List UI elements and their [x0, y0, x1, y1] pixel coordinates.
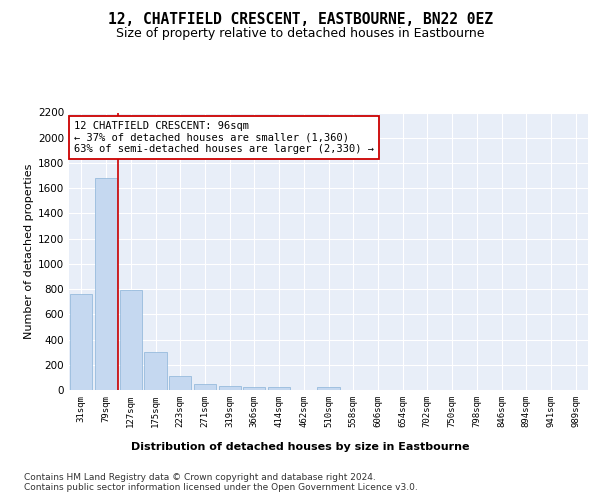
Bar — [119, 290, 142, 390]
Bar — [218, 386, 241, 390]
Bar — [268, 387, 290, 390]
Text: 12 CHATFIELD CRESCENT: 96sqm
← 37% of detached houses are smaller (1,360)
63% of: 12 CHATFIELD CRESCENT: 96sqm ← 37% of de… — [74, 121, 374, 154]
Bar — [317, 387, 340, 390]
Text: 12, CHATFIELD CRESCENT, EASTBOURNE, BN22 0EZ: 12, CHATFIELD CRESCENT, EASTBOURNE, BN22… — [107, 12, 493, 28]
Bar — [169, 376, 191, 390]
Bar — [70, 294, 92, 390]
Bar — [95, 178, 117, 390]
Text: Distribution of detached houses by size in Eastbourne: Distribution of detached houses by size … — [131, 442, 469, 452]
Bar — [194, 384, 216, 390]
Bar — [145, 352, 167, 390]
Y-axis label: Number of detached properties: Number of detached properties — [24, 164, 34, 339]
Text: Size of property relative to detached houses in Eastbourne: Size of property relative to detached ho… — [116, 28, 484, 40]
Text: Contains HM Land Registry data © Crown copyright and database right 2024.
Contai: Contains HM Land Registry data © Crown c… — [24, 472, 418, 492]
Bar — [243, 386, 265, 390]
